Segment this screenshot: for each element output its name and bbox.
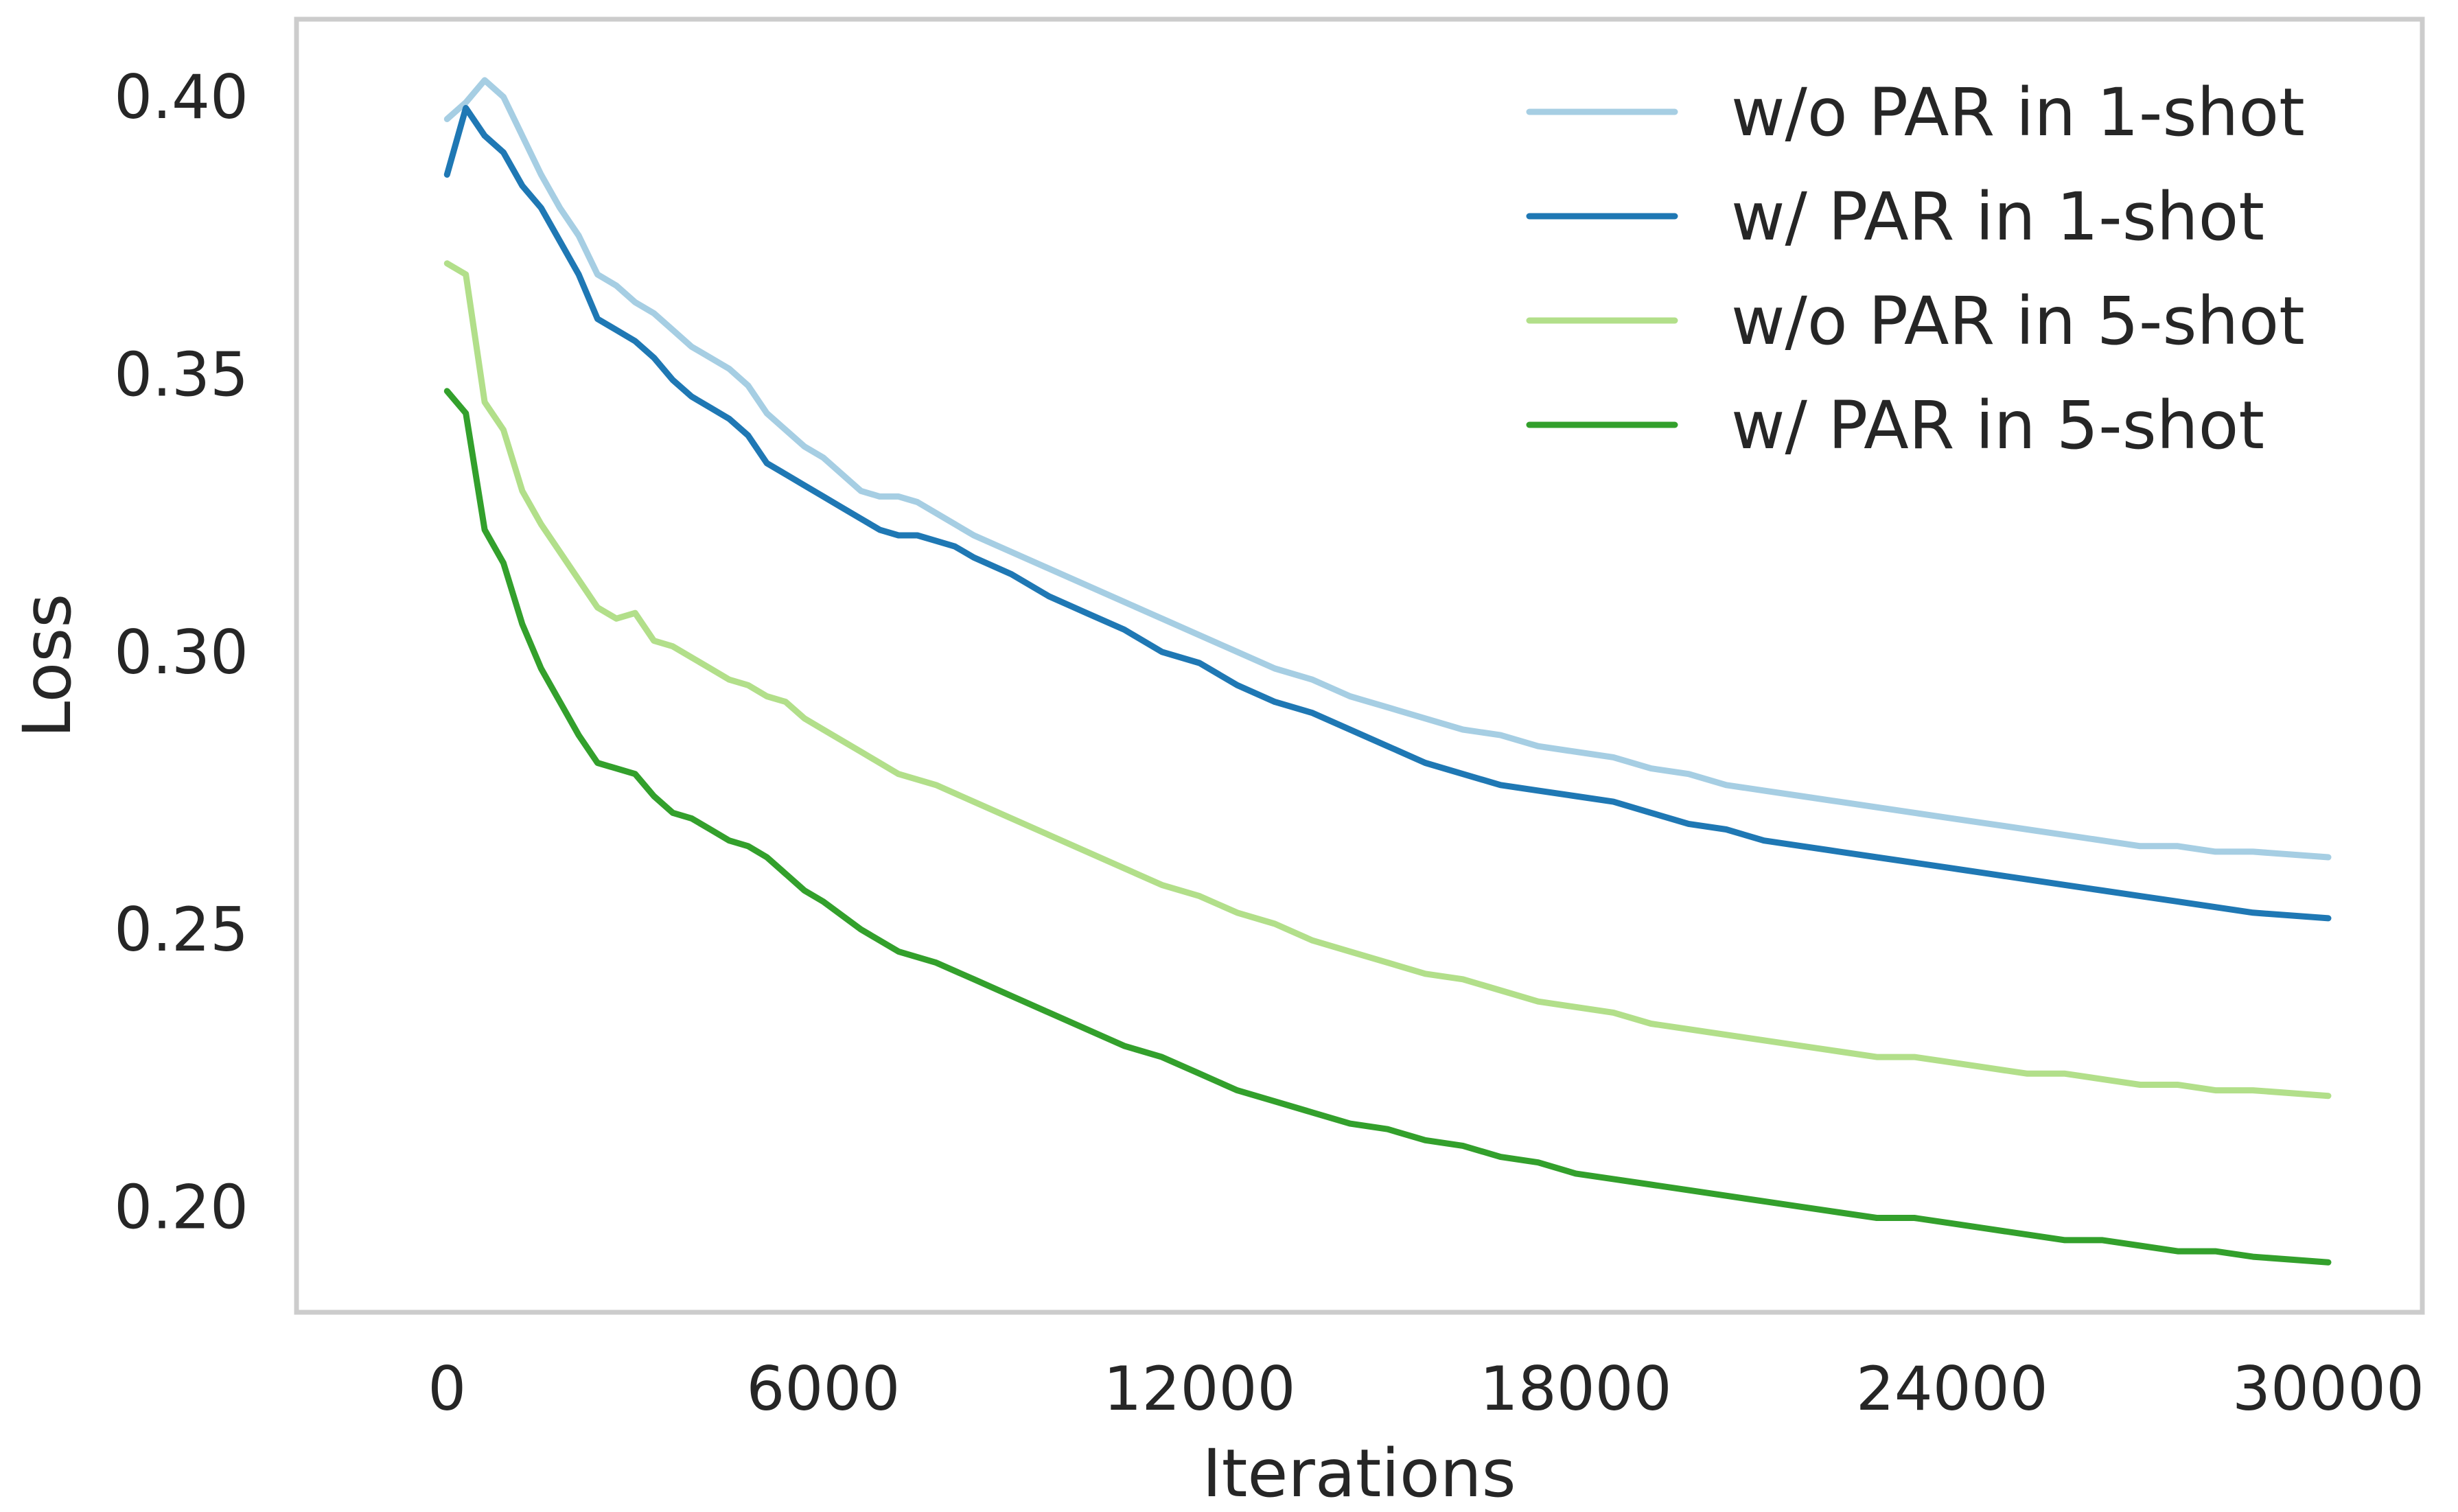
y-tick-label: 0.25 [114,894,248,965]
series-line-1 [443,77,2332,861]
x-tick-label: 18000 [1480,1353,1672,1424]
y-axis-ticks: 0.20 0.25 0.30 0.35 0.40 [114,62,248,1242]
legend-label-3: w/o PAR in 5-shot [1731,283,2305,360]
plot-area-frame [294,16,2425,1315]
legend-label-2: w/ PAR in 1-shot [1731,178,2264,255]
y-tick-label: 0.35 [114,340,248,410]
y-tick-label: 0.40 [114,62,248,132]
legend-label-4: w/ PAR in 5-shot [1731,387,2264,464]
x-tick-label: 12000 [1104,1353,1296,1424]
series-line-2 [443,104,2332,922]
x-axis-ticks: 0 6000 12000 18000 24000 30000 [428,1353,2424,1424]
x-tick-label: 0 [428,1353,466,1424]
x-tick-label: 30000 [2232,1353,2424,1424]
series-line-3 [443,260,2332,1100]
y-tick-label: 0.20 [114,1172,248,1242]
x-axis-title: Iterations [1202,1435,1516,1512]
y-axis-title: Loss [9,594,86,738]
legend: w/o PAR in 1-shot w/ PAR in 1-shot w/o PAR… [1526,74,2305,464]
x-tick-label: 24000 [1856,1353,2048,1424]
y-tick-label: 0.30 [114,617,248,688]
series-layer [443,77,2332,1266]
x-tick-label: 6000 [746,1353,900,1424]
legend-label-1: w/o PAR in 1-shot [1731,74,2305,151]
series-line-4 [443,388,2332,1266]
